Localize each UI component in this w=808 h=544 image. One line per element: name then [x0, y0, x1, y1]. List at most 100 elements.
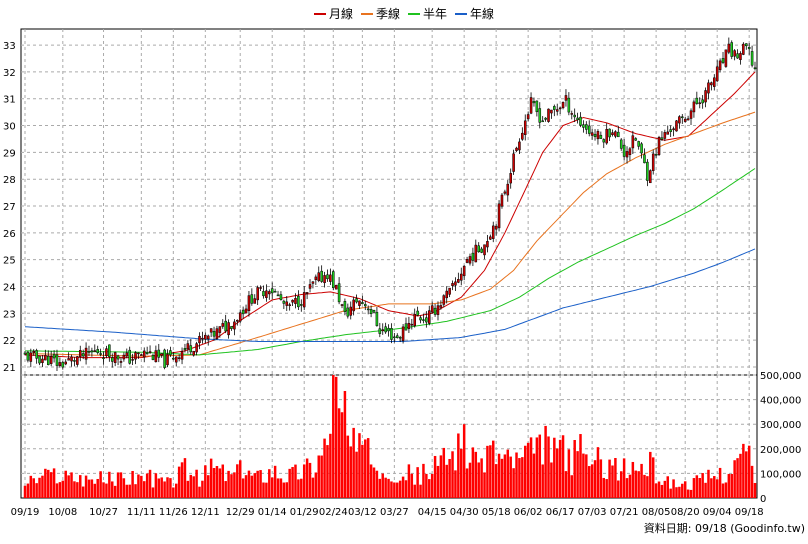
volume-bar: [358, 433, 361, 498]
candlestick-body: [509, 173, 512, 184]
candlestick: [721, 51, 725, 65]
candlestick-body: [480, 248, 483, 253]
x-tick-label: 12/11: [191, 507, 220, 518]
volume-bar: [675, 487, 678, 498]
candlestick-body: [160, 353, 163, 356]
candlestick-body: [369, 309, 373, 315]
candlestick-body: [736, 53, 739, 59]
candlestick-body: [564, 95, 568, 101]
candlestick-body: [573, 114, 576, 118]
candlestick: [323, 271, 326, 288]
candlestick-body: [294, 298, 297, 304]
volume-bar: [329, 433, 332, 498]
candlestick: [672, 126, 675, 137]
volume-bar: [47, 469, 50, 498]
volume-bar: [439, 455, 443, 498]
candlestick: [186, 340, 190, 354]
candlestick: [643, 148, 646, 164]
legend-item: 月線: [314, 6, 353, 21]
legend: 月線 季線 半年 年線: [314, 6, 494, 21]
volume-bar: [61, 480, 65, 498]
volume-bar: [625, 478, 629, 498]
candlestick-body: [67, 358, 70, 361]
volume-bar: [174, 483, 178, 498]
volume-bar: [180, 462, 184, 498]
candlestick: [343, 298, 347, 316]
volume-bar: [154, 473, 158, 498]
candlestick-body: [259, 287, 262, 289]
candlestick-body: [256, 287, 259, 301]
volume-bar: [198, 486, 201, 498]
candlestick: [61, 360, 65, 370]
candlestick-body: [718, 60, 722, 71]
candlestick-body: [221, 323, 225, 327]
candlestick: [244, 304, 248, 314]
candlestick-body: [90, 350, 94, 353]
x-tick-label: 06/02: [514, 507, 543, 518]
candlestick-body: [201, 337, 204, 340]
volume-bar: [739, 453, 742, 498]
candlestick: [49, 350, 53, 367]
x-tick-label: 11/26: [159, 507, 188, 518]
volume-bar: [489, 445, 492, 498]
candlestick: [649, 169, 652, 184]
candlestick-body: [459, 273, 463, 281]
volume-bar: [428, 479, 431, 498]
volume-bar: [317, 455, 320, 498]
volume-bar: [640, 463, 643, 498]
volume-bar: [561, 435, 565, 498]
volume-bar: [291, 467, 294, 498]
candlestick: [329, 268, 332, 285]
candlestick-body: [61, 362, 65, 368]
candlestick: [157, 343, 161, 363]
candlestick: [567, 92, 571, 116]
candlestick-body: [52, 353, 56, 359]
x-tick-label: 12/29: [226, 507, 255, 518]
candlestick-body: [698, 102, 702, 105]
candlestick: [52, 350, 56, 363]
candlestick-body: [105, 348, 108, 357]
volume-bar: [270, 477, 274, 498]
candlestick-body: [631, 135, 635, 149]
candlestick-body: [477, 245, 480, 253]
candlestick-body: [500, 194, 504, 207]
candlestick: [538, 102, 542, 129]
candlestick-body: [253, 298, 257, 304]
candlestick: [58, 357, 62, 368]
candlestick: [474, 239, 478, 263]
volume-bar: [544, 425, 547, 498]
volume-bar: [151, 487, 155, 498]
volume-bar: [67, 475, 70, 498]
candlestick-body: [427, 310, 431, 324]
volume-bar: [541, 464, 544, 498]
price-tick-label: 21: [3, 363, 16, 374]
volume-bar: [105, 483, 108, 498]
candlestick: [195, 341, 198, 356]
candlestick: [622, 138, 626, 161]
candlestick: [41, 355, 44, 368]
candlestick: [462, 265, 466, 281]
volume-bar: [413, 484, 416, 498]
candlestick-body: [73, 360, 76, 362]
candlestick-body: [596, 131, 600, 140]
candlestick: [105, 345, 108, 359]
candlestick-body: [183, 348, 187, 351]
candlestick: [646, 159, 649, 187]
candlestick: [666, 125, 670, 135]
candlestick: [433, 304, 437, 317]
volume-bar: [509, 456, 512, 498]
volume-bar: [681, 483, 684, 498]
candlestick-body: [413, 313, 416, 327]
candlestick-body: [707, 82, 710, 94]
volume-bar: [273, 465, 277, 498]
volume-bar: [442, 447, 446, 498]
candlestick-body: [521, 132, 524, 140]
candlestick-body: [204, 334, 207, 340]
volume-tick-label: 300,000: [760, 420, 801, 431]
candlestick: [707, 79, 710, 100]
candlestick-body: [55, 354, 59, 366]
volume-bar: [131, 470, 134, 498]
candlestick: [285, 296, 289, 311]
candlestick: [364, 300, 367, 311]
